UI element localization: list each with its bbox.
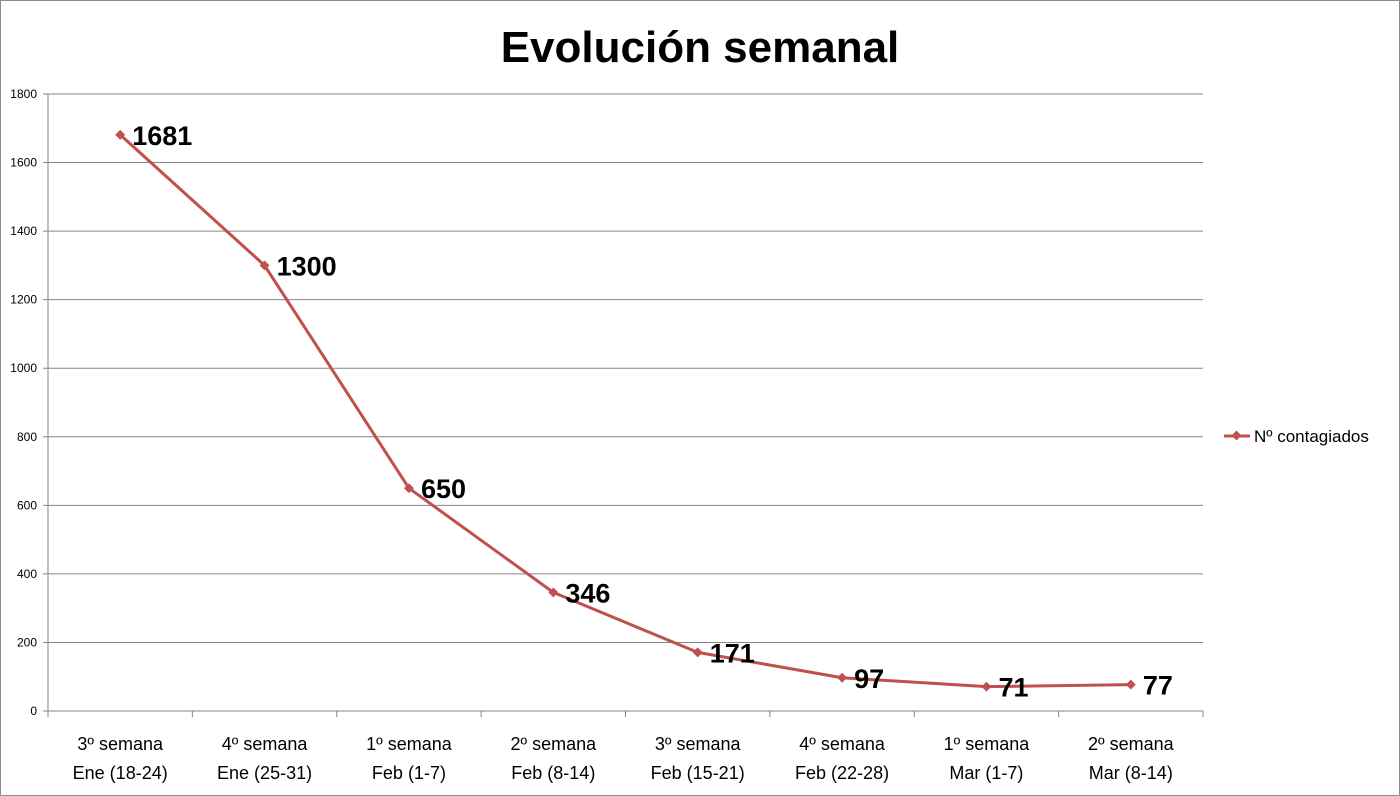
x-tick-label: 1º semana Feb (1-7): [366, 734, 453, 783]
y-tick-label: 600: [17, 498, 37, 512]
data-label: 650: [421, 474, 466, 504]
y-tick-label: 1600: [10, 156, 37, 170]
legend-marker-icon: [1231, 430, 1242, 441]
chart-title: Evolución semanal: [501, 23, 900, 72]
data-label: 346: [565, 578, 610, 608]
data-label: 1681: [132, 121, 192, 151]
y-tick-label: 1200: [10, 293, 37, 307]
y-tick-label: 1400: [10, 224, 37, 238]
data-label: 71: [998, 673, 1028, 703]
y-tick-label: 0: [30, 704, 37, 718]
x-tick-label: 3º semana Ene (18-24): [73, 734, 168, 783]
x-tick-label: 2º semana Mar (8-14): [1088, 734, 1175, 783]
y-tick-label: 800: [17, 430, 37, 444]
y-tick-label: 1800: [10, 87, 37, 101]
data-point: [692, 647, 703, 658]
x-tick-label: 4º semana Ene (25-31): [217, 734, 312, 783]
x-tick-label: 4º semana Feb (22-28): [795, 734, 889, 783]
legend: Nº contagiados: [1224, 427, 1369, 446]
data-point: [981, 681, 992, 692]
data-label: 1300: [277, 251, 337, 281]
data-point: [259, 260, 270, 271]
y-tick-label: 200: [17, 635, 37, 649]
legend-label: Nº contagiados: [1254, 427, 1369, 446]
data-point: [115, 129, 126, 140]
y-tick-label: 400: [17, 567, 37, 581]
x-tick-label: 2º semana Feb (8-14): [511, 734, 598, 783]
data-point: [548, 587, 559, 598]
data-label: 171: [710, 638, 755, 668]
x-tick-label: 3º semana Feb (15-21): [651, 734, 745, 783]
series-line: [119, 133, 1131, 689]
data-point: [837, 672, 848, 683]
data-label: 77: [1143, 671, 1173, 701]
data-point: [1125, 679, 1136, 690]
x-tick-label: 1º semana Mar (1-7): [944, 734, 1031, 783]
y-tick-label: 1000: [10, 361, 37, 375]
data-label: 97: [854, 664, 884, 694]
data-point: [403, 483, 414, 494]
